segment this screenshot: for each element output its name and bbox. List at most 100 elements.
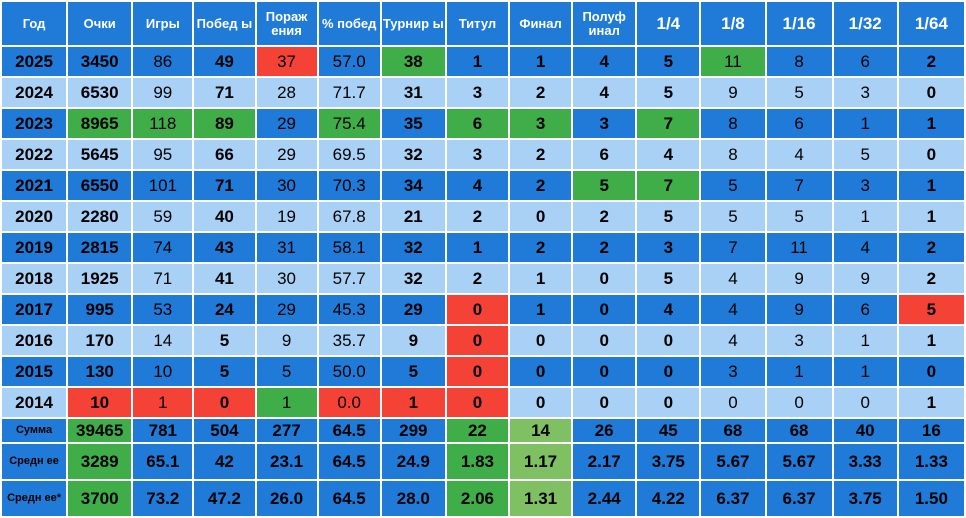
- header-wins: Побед ы: [192, 0, 257, 47]
- table-cell: 8: [764, 45, 834, 78]
- table-row: 2018 1925 71 41 30 57.7 32 2 1 0 5 4 9 9 2: [0, 262, 966, 295]
- table-cell: 4: [699, 324, 767, 357]
- table-cell: 170: [66, 324, 134, 357]
- table-cell: 0: [635, 324, 702, 357]
- table-cell: 95: [131, 138, 195, 171]
- table-cell: 2: [896, 231, 966, 264]
- table-cell: 4: [571, 45, 638, 78]
- table-cell: 130: [66, 355, 134, 388]
- table-cell: 1: [507, 45, 574, 78]
- table-cell: 2: [507, 231, 574, 264]
- table-row: 2025 3450 86 49 37 57.0 38 1 1 4 5 11 8 6 2: [0, 45, 966, 78]
- table-cell: 7: [764, 169, 834, 202]
- table-cell: 299: [379, 417, 447, 444]
- table-cell: 995: [66, 293, 134, 326]
- table-cell: 0: [444, 324, 511, 357]
- table-cell: 29: [254, 138, 319, 171]
- table-cell: 43: [192, 231, 257, 264]
- table-cell: 3: [571, 107, 638, 140]
- table-cell: 9: [254, 324, 319, 357]
- table-cell: 22: [444, 417, 511, 444]
- header-win-percent: % побед: [316, 0, 382, 47]
- table-cell: 71: [192, 76, 257, 109]
- header-quarterfinals: 1/4: [635, 0, 702, 47]
- row-label: 2024: [0, 76, 69, 109]
- table-cell: 1.50: [896, 479, 966, 518]
- table-row: 2014 10 1 0 1 0.0 1 0 0 0 0 0 0 0 1: [0, 386, 966, 419]
- table-row: 2019 2815 74 43 31 58.1 32 1 2 2 3 7 11 4 2: [0, 231, 966, 264]
- row-label: 2018: [0, 262, 69, 295]
- table-cell: 0: [507, 200, 574, 233]
- table-cell: 69.5: [316, 138, 382, 171]
- table-cell: 6.37: [764, 479, 834, 518]
- table-cell: 3.75: [831, 479, 899, 518]
- table-cell: 0: [896, 355, 966, 388]
- table-cell: 4: [831, 231, 899, 264]
- table-cell: 0: [444, 293, 511, 326]
- table-cell: 40: [831, 417, 899, 444]
- table-cell: 4: [635, 138, 702, 171]
- table-cell: 30: [254, 262, 319, 295]
- table-cell: 64.5: [316, 417, 382, 444]
- table-cell: 5645: [66, 138, 134, 171]
- table-cell: 1: [254, 386, 319, 419]
- row-label: Средн ее: [0, 442, 69, 481]
- table-cell: 3: [831, 76, 899, 109]
- table-row: Средн ее 3289 65.1 42 23.1 64.5 24.9 1.83 1.17 2.…: [0, 442, 966, 481]
- table-cell: 66: [192, 138, 257, 171]
- table-cell: 64.5: [316, 442, 382, 481]
- table-cell: 5: [635, 76, 702, 109]
- table-cell: 101: [131, 169, 195, 202]
- table-cell: 6530: [66, 76, 134, 109]
- table-cell: 35.7: [316, 324, 382, 357]
- table-cell: 8965: [66, 107, 134, 140]
- table-row: Сумма 39465 781 504 277 64.5 299 22 14 26 45 68 68 40…: [0, 417, 966, 444]
- table-cell: 3700: [66, 479, 134, 518]
- table-cell: 1: [444, 231, 511, 264]
- table-cell: 2: [507, 76, 574, 109]
- table-cell: 70.3: [316, 169, 382, 202]
- table-cell: 65.1: [131, 442, 195, 481]
- table-cell: 5: [635, 200, 702, 233]
- table-cell: 4: [635, 293, 702, 326]
- table-cell: 38: [379, 45, 447, 78]
- table-cell: 73.2: [131, 479, 195, 518]
- table-cell: 3: [831, 169, 899, 202]
- table-cell: 0: [444, 386, 511, 419]
- row-label: 2015: [0, 355, 69, 388]
- table-row: 2020 2280 59 40 19 67.8 21 2 0 2 5 5 5 1 1: [0, 200, 966, 233]
- table-cell: 3289: [66, 442, 134, 481]
- header-semifinals: Полуф инал: [571, 0, 638, 47]
- table-cell: 1: [831, 200, 899, 233]
- table-cell: 71.7: [316, 76, 382, 109]
- table-cell: 86: [131, 45, 195, 78]
- table-cell: 2: [444, 200, 511, 233]
- table-cell: 21: [379, 200, 447, 233]
- table-cell: 45.3: [316, 293, 382, 326]
- table-cell: 6: [571, 138, 638, 171]
- table-cell: 9: [379, 324, 447, 357]
- table-cell: 1: [444, 45, 511, 78]
- table-cell: 11: [699, 45, 767, 78]
- table-cell: 1.83: [444, 442, 511, 481]
- table-cell: 40: [192, 200, 257, 233]
- table-row: 2015 130 10 5 5 50.0 5 0 0 0 0 3 1 1 0: [0, 355, 966, 388]
- table-cell: 7: [635, 107, 702, 140]
- table-cell: 26.0: [254, 479, 319, 518]
- table-cell: 4.22: [635, 479, 702, 518]
- table-cell: 47.2: [192, 479, 257, 518]
- table-cell: 9: [831, 262, 899, 295]
- table-cell: 2.44: [571, 479, 638, 518]
- table-cell: 1: [379, 386, 447, 419]
- row-label: Сумма: [0, 417, 69, 444]
- table-cell: 6550: [66, 169, 134, 202]
- table-cell: 35: [379, 107, 447, 140]
- table-cell: 29: [379, 293, 447, 326]
- table-cell: 118: [131, 107, 195, 140]
- table-cell: 53: [131, 293, 195, 326]
- table-cell: 8: [699, 107, 767, 140]
- table-cell: 49: [192, 45, 257, 78]
- table-cell: 0: [571, 262, 638, 295]
- table-cell: 32: [379, 138, 447, 171]
